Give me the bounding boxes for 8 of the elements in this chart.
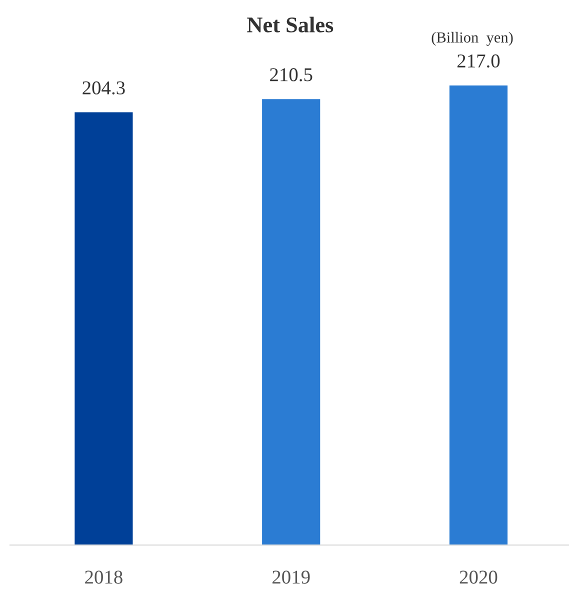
chart-title: Net Sales [247, 16, 334, 32]
x-tick-label: 2018 [85, 570, 122, 584]
x-tick-label: 2020 [460, 570, 498, 584]
x-tick-label: 2019 [272, 570, 310, 584]
text: (Billion yen) [432, 32, 513, 46]
data-label: 210.5 [270, 68, 312, 82]
data-label: 204.3 [82, 81, 125, 95]
data-label: 217.0 [457, 54, 500, 68]
